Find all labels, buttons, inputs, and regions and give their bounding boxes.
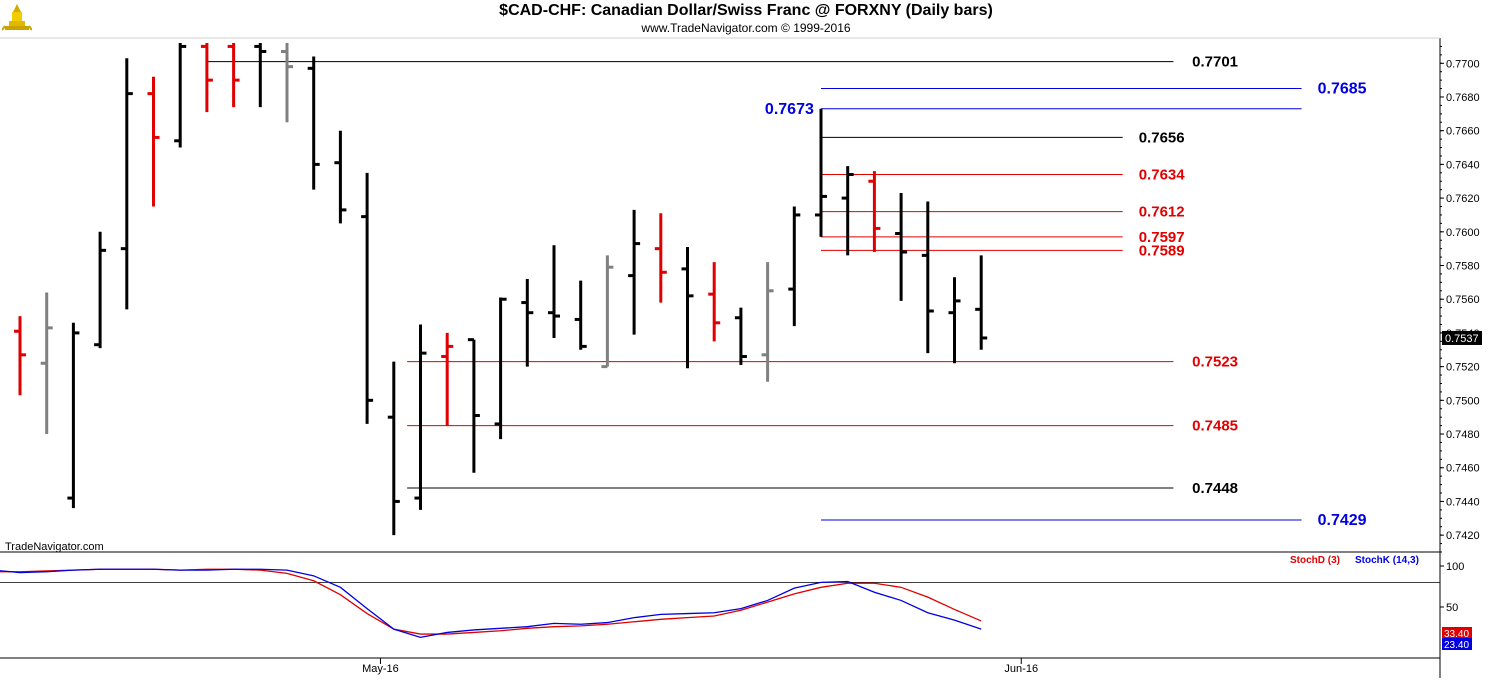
level-label: 0.7448 xyxy=(1192,480,1238,497)
y-tick-label: 0.7620 xyxy=(1446,193,1480,205)
level-label: 0.7597 xyxy=(1139,229,1185,246)
last-price-label: 0.7537 xyxy=(1445,333,1479,345)
trade-navigator-logo-icon xyxy=(2,4,32,31)
chart-title: $CAD-CHF: Canadian Dollar/Swiss Franc @ … xyxy=(499,2,993,19)
level-label: 0.7673 xyxy=(765,101,814,118)
last-price-box xyxy=(1442,330,1482,345)
y-tick-label: 0.7500 xyxy=(1446,395,1480,407)
level-label: 0.7656 xyxy=(1139,129,1185,146)
y-tick-label: 0.7480 xyxy=(1446,429,1480,441)
stoch-y-tick-label: 50 xyxy=(1446,602,1458,614)
legend-stochd: StochD (3) xyxy=(1290,555,1340,566)
x-tick-label: Jun-16 xyxy=(1004,663,1038,675)
y-tick-label: 0.7700 xyxy=(1446,58,1480,70)
level-label: 0.7429 xyxy=(1318,512,1367,529)
y-tick-label: 0.7520 xyxy=(1446,362,1480,374)
stoch-last-box xyxy=(1442,627,1472,639)
level-label: 0.7612 xyxy=(1139,204,1185,221)
y-tick-label: 0.7560 xyxy=(1446,294,1480,306)
stochastic-panel xyxy=(0,568,1440,639)
level-label: 0.7701 xyxy=(1192,54,1238,71)
stoch-series-line xyxy=(0,568,982,639)
watermark: TradeNavigator.com xyxy=(5,541,104,553)
axes: 0.7420 0.7440 0.7460 0.7480 0.7500 0.7520 0.75… xyxy=(0,37,1482,678)
stoch-last-label: 33.40 xyxy=(1444,629,1469,640)
stoch-last-box xyxy=(1442,638,1472,650)
x-tick-label: May-16 xyxy=(362,663,399,675)
level-label: 0.7523 xyxy=(1192,354,1238,371)
level-layer: 0.7701 0.7685 0.7673 0.7656 0.7634 0.7612 0.75… xyxy=(206,54,1367,529)
y-tick-label: 0.7580 xyxy=(1446,261,1480,273)
y-tick-label: 0.7420 xyxy=(1446,530,1480,542)
stoch-series-line xyxy=(0,568,982,635)
y-tick-label: 0.7460 xyxy=(1446,463,1480,475)
y-tick-label: 0.7680 xyxy=(1446,92,1480,104)
chart-subtitle: www.TradeNavigator.com © 1999-2016 xyxy=(641,21,851,35)
y-tick-label: 0.7660 xyxy=(1446,126,1480,138)
y-tick-label: 0.7440 xyxy=(1446,496,1480,508)
level-label: 0.7485 xyxy=(1192,418,1238,435)
stoch-y-tick-label: 100 xyxy=(1446,561,1464,573)
legend-stochk: StochK (14,3) xyxy=(1355,555,1419,566)
stoch-last-label: 23.40 xyxy=(1444,640,1469,651)
price-bars xyxy=(14,43,988,536)
y-tick-label: 0.7600 xyxy=(1446,227,1480,239)
level-label: 0.7634 xyxy=(1139,167,1186,184)
level-label: 0.7685 xyxy=(1318,81,1367,98)
level-label: 0.7589 xyxy=(1139,242,1185,259)
y-tick-label: 0.7640 xyxy=(1446,159,1480,171)
